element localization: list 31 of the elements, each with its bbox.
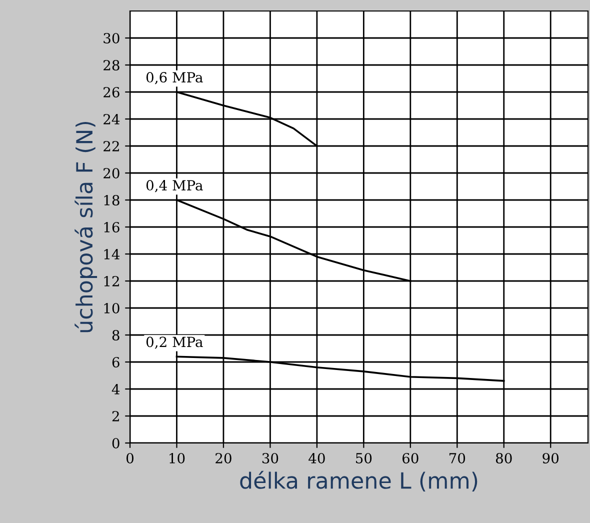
y-axis-title: úchopová síla F (N): [74, 122, 98, 332]
y-tick-label: 14: [104, 248, 120, 260]
x-tick-label: 80: [496, 452, 512, 464]
x-tick-label: 0: [126, 452, 134, 464]
y-tick-label: 24: [104, 114, 120, 124]
y-tick-label: 20: [104, 168, 120, 178]
series-label: 0,6 MPa: [146, 72, 203, 84]
x-tick-label: 90: [542, 452, 559, 464]
y-tick-label: 8: [112, 330, 120, 340]
y-tick-label: 2: [112, 410, 119, 422]
x-axis-title: délka ramene L (mm): [240, 470, 478, 492]
x-tick-label: 60: [402, 452, 418, 464]
y-tick-label: 10: [104, 302, 120, 314]
x-tick-label: 10: [170, 452, 185, 464]
x-tick-label: 40: [308, 452, 325, 464]
y-tick-label: 30: [104, 32, 120, 44]
x-tick-label: 30: [262, 452, 278, 464]
series-label: 0,4 MPa: [146, 180, 203, 192]
y-tick-label: 6: [112, 356, 120, 368]
y-tick-label: 28: [104, 60, 120, 70]
x-tick-label: 20: [216, 452, 232, 464]
y-tick-label: 12: [104, 276, 119, 286]
y-tick-label: 0: [112, 438, 120, 448]
series-label: 0,2 MPa: [146, 336, 203, 349]
y-tick-label: 4: [112, 384, 120, 394]
x-tick-label: 50: [356, 452, 372, 464]
y-tick-label: 16: [104, 222, 120, 232]
y-tick-label: 18: [104, 194, 120, 206]
y-tick-label: 26: [104, 86, 120, 98]
x-tick-label: 70: [449, 452, 466, 464]
y-tick-label: 22: [104, 140, 119, 152]
